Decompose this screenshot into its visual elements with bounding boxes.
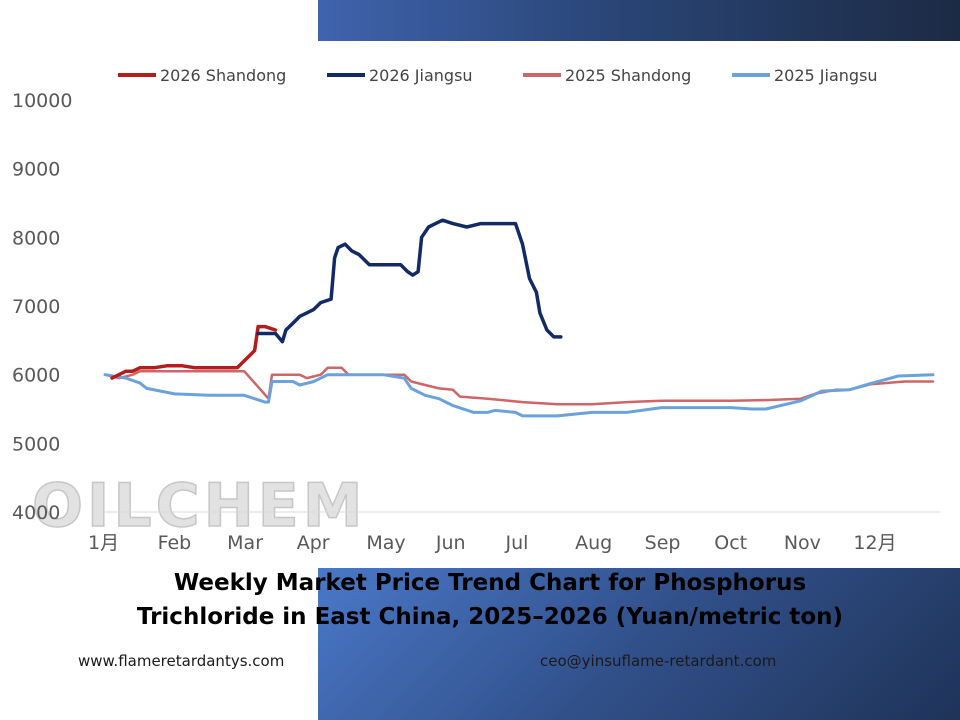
legend-item: 2026 Shandong xyxy=(118,66,286,85)
x-tick-label: Aug xyxy=(575,532,612,554)
y-tick-label: 8000 xyxy=(12,227,60,249)
y-tick-label: 9000 xyxy=(12,159,60,181)
legend-item: 2026 Jiangsu xyxy=(327,66,473,85)
y-tick-label: 4000 xyxy=(12,502,60,524)
y-axis-ticks: 10000 9000 8000 7000 6000 5000 4000 xyxy=(12,90,72,524)
series-line-2025-jiangsu xyxy=(103,373,935,418)
top-banner xyxy=(318,0,960,41)
x-tick-label: Mar xyxy=(227,532,263,554)
y-tick-label: 10000 xyxy=(12,90,72,112)
y-tick-label: 6000 xyxy=(12,365,60,387)
oilchem-watermark: OILCHEM xyxy=(32,471,367,541)
legend-label: 2026 Jiangsu xyxy=(369,66,473,85)
title-line-2: Trichloride in East China, 2025–2026 (Yu… xyxy=(136,604,844,630)
legend-item: 2025 Shandong xyxy=(523,66,691,85)
y-tick-label: 7000 xyxy=(12,296,60,318)
title-line-1: Weekly Market Price Trend Chart for Phos… xyxy=(173,570,807,596)
series-layer xyxy=(103,218,935,418)
legend-item: 2025 Jiangsu xyxy=(732,66,878,85)
bottom-decorative-panel xyxy=(318,568,960,720)
chart-title: Weekly Market Price Trend Chart for Phos… xyxy=(40,566,940,634)
series-line-2026-shandong xyxy=(110,324,278,380)
website-link[interactable]: www.flameretardantys.com xyxy=(78,652,285,670)
plot-background xyxy=(0,56,944,556)
x-tick-label: May xyxy=(366,532,405,554)
x-tick-label: Apr xyxy=(297,532,330,554)
legend-label: 2025 Jiangsu xyxy=(774,66,878,85)
x-tick-label: Jul xyxy=(505,532,529,554)
y-tick-label: 5000 xyxy=(12,433,60,455)
legend-label: 2025 Shandong xyxy=(565,66,691,85)
watermark-layer: OILCHEM xyxy=(31,470,367,542)
x-tick-label: 1月 xyxy=(88,532,119,554)
x-tick-label: Feb xyxy=(158,532,192,554)
x-tick-label: Oct xyxy=(714,532,747,554)
x-tick-label: Nov xyxy=(784,532,821,554)
x-tick-label: 12月 xyxy=(853,532,896,554)
x-tick-label: Jun xyxy=(435,532,466,554)
series-line-2025-shandong xyxy=(103,366,935,406)
x-axis-ticks: 1月 Feb Mar Apr May Jun Jul Aug Sep Oct Nov 12月 xyxy=(88,532,897,554)
chart-legend: 2026 Shandong 2026 Jiangsu 2025 Shandong 20… xyxy=(118,66,878,85)
series-line-2026-jiangsu xyxy=(256,218,563,344)
legend-label: 2026 Shandong xyxy=(160,66,286,85)
x-tick-label: Sep xyxy=(645,532,681,554)
email-link[interactable]: ceo@yinsuflame-retardant.com xyxy=(540,652,777,670)
